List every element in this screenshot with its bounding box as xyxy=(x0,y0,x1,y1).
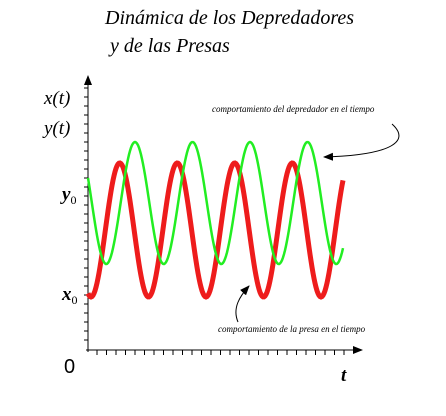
x0-label: x0 xyxy=(61,284,78,307)
predator-curve xyxy=(86,140,345,266)
y0-label: y0 xyxy=(60,184,76,207)
x0-sub: 0 xyxy=(72,293,78,307)
origin-label: 0 xyxy=(64,356,75,378)
y0-sub: 0 xyxy=(70,193,76,207)
predator-arrow xyxy=(323,123,400,161)
prey-note: comportamiento de la presa en el tiempo xyxy=(218,324,366,334)
y0-base: y xyxy=(60,184,71,205)
ticks xyxy=(84,87,345,355)
x0-base: x xyxy=(61,284,72,305)
predator-note: comportamiento del depredador en el tiem… xyxy=(212,104,375,114)
time-label: t xyxy=(341,365,347,386)
title-line-2: y de las Presas xyxy=(108,35,230,57)
prey-curve xyxy=(85,160,346,300)
y-t-label: y(t) xyxy=(42,118,70,139)
x-t-label: x(t) xyxy=(43,88,70,109)
title-line-1: Dinámica de los Depredadores xyxy=(104,7,354,29)
prey-arrow xyxy=(235,285,250,323)
